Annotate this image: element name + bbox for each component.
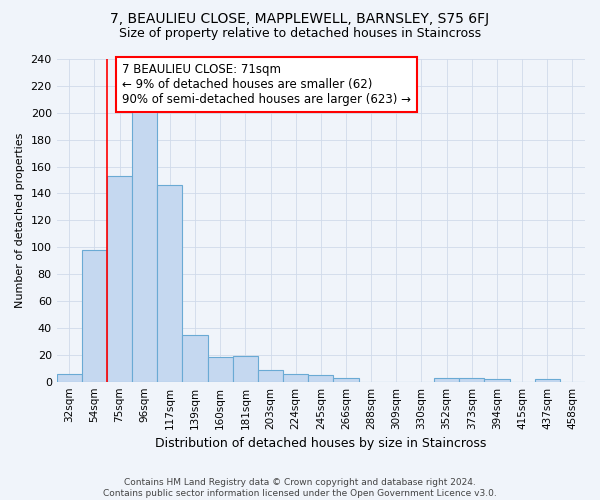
Bar (208, 358, 233, 382)
Bar (535, 379, 560, 382)
Bar (308, 375, 334, 382)
Text: Size of property relative to detached houses in Staincross: Size of property relative to detached ho… (119, 28, 481, 40)
Bar (107, 176, 132, 382)
Bar (82, 250, 107, 382)
X-axis label: Distribution of detached houses by size in Staincross: Distribution of detached houses by size … (155, 437, 487, 450)
Bar (56, 374, 82, 382)
Text: 7, BEAULIEU CLOSE, MAPPLEWELL, BARNSLEY, S75 6FJ: 7, BEAULIEU CLOSE, MAPPLEWELL, BARNSLEY,… (110, 12, 490, 26)
Bar (132, 112, 157, 382)
Y-axis label: Number of detached properties: Number of detached properties (15, 132, 25, 308)
Bar (258, 370, 283, 382)
Bar (484, 379, 509, 382)
Text: Contains HM Land Registry data © Crown copyright and database right 2024.
Contai: Contains HM Land Registry data © Crown c… (103, 478, 497, 498)
Text: 7 BEAULIEU CLOSE: 71sqm
← 9% of detached houses are smaller (62)
90% of semi-det: 7 BEAULIEU CLOSE: 71sqm ← 9% of detached… (122, 63, 411, 106)
Bar (283, 374, 308, 382)
Bar (233, 356, 258, 382)
Bar (182, 334, 208, 382)
Bar (157, 186, 182, 382)
Bar (459, 378, 484, 382)
Bar (434, 378, 459, 382)
Bar (334, 378, 359, 382)
